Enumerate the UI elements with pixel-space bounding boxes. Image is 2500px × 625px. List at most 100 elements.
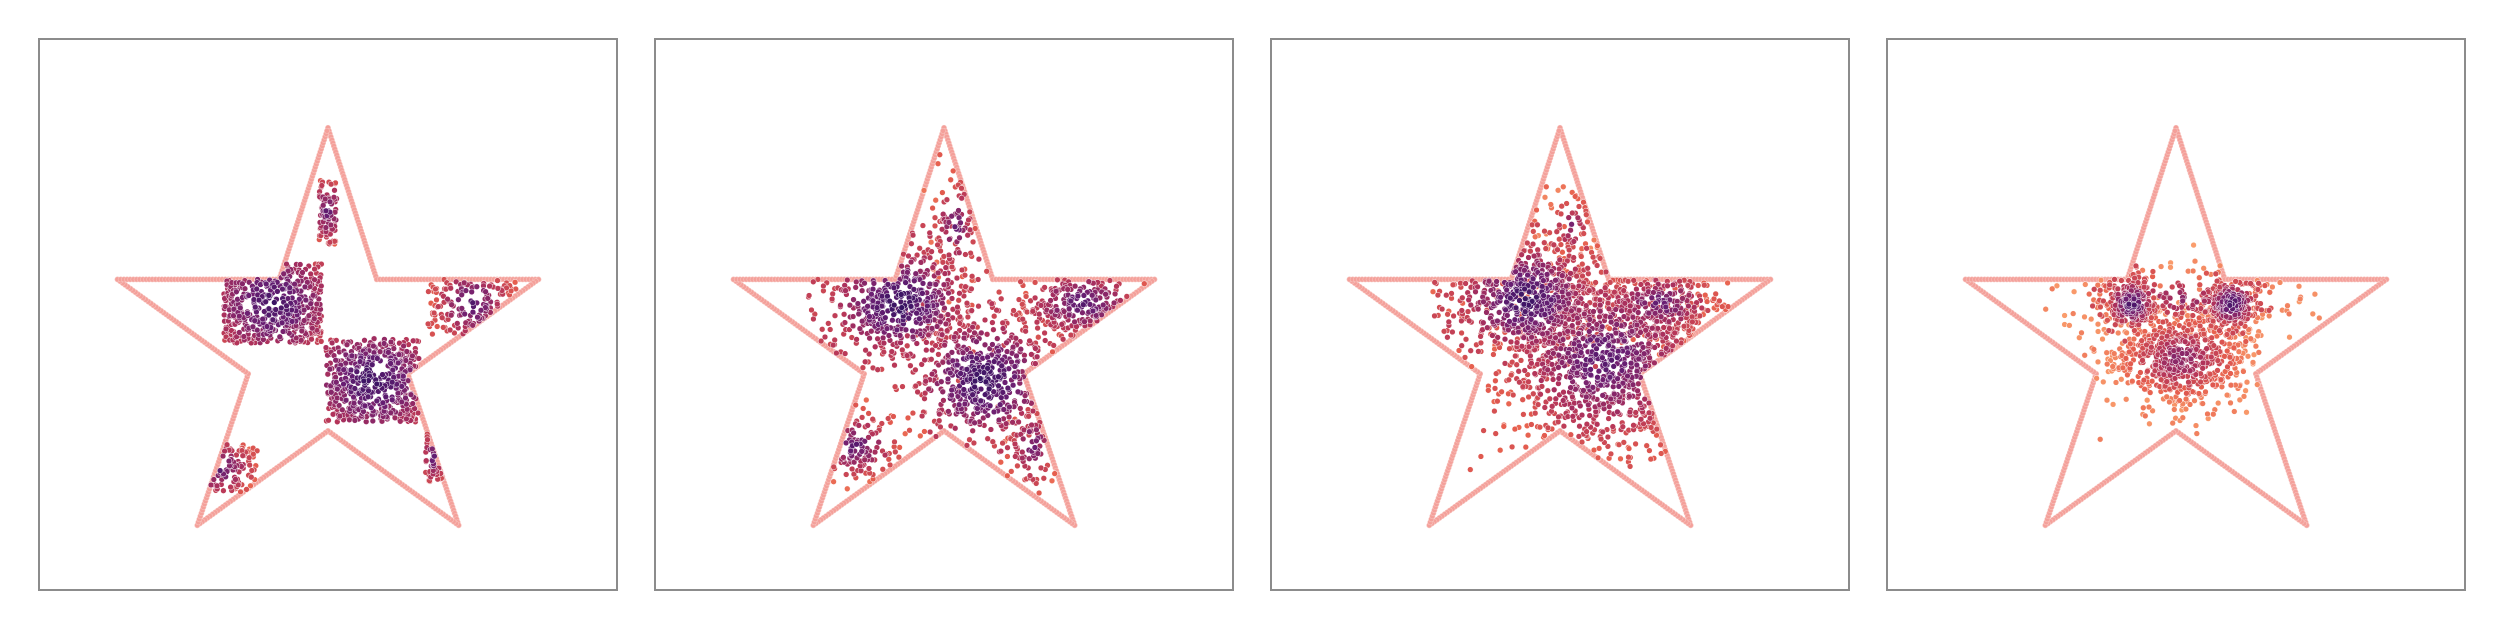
scatter-point — [904, 414, 912, 422]
scatter-point — [938, 226, 946, 233]
scatter-point — [909, 232, 917, 239]
scatter-point — [986, 385, 993, 393]
scatter-point — [945, 219, 953, 226]
scatter-point — [955, 297, 962, 304]
scatter-point — [1100, 301, 1107, 309]
scatter-point — [810, 278, 817, 285]
scatter-point — [991, 313, 998, 320]
scatter-point — [817, 337, 825, 345]
scatter-point — [940, 211, 947, 218]
scatter-point — [271, 283, 278, 291]
scatter-point — [1066, 305, 1073, 312]
scatter-point — [1533, 206, 1540, 214]
scatter-point — [237, 488, 244, 496]
scatter-point — [896, 444, 903, 451]
scatter-point — [959, 349, 967, 356]
scatter-point — [912, 366, 919, 374]
scatter-point — [977, 375, 984, 382]
scatter-point — [415, 355, 422, 362]
scatter-point — [945, 408, 952, 415]
scatter-point — [963, 300, 971, 307]
scatter-point — [407, 391, 415, 398]
sample-points — [1429, 183, 1732, 473]
scatter-point — [431, 453, 438, 460]
scatter-point — [272, 306, 279, 313]
scatter-point — [433, 296, 440, 304]
scatter-point — [933, 323, 941, 330]
scatter-point — [1032, 345, 1039, 352]
scatter-point — [280, 270, 287, 277]
scatter-point — [830, 478, 837, 485]
scatter-point — [999, 389, 1006, 396]
scatter-point — [852, 284, 859, 291]
scatter-point — [890, 284, 898, 291]
scatter-point — [1485, 387, 1492, 394]
scatter-point — [1544, 424, 1552, 431]
scatter-point — [1123, 293, 1130, 300]
scatter-point — [424, 320, 432, 328]
scatter-point — [911, 277, 918, 284]
scatter-point — [909, 409, 917, 417]
scatter-point — [929, 264, 936, 271]
scatter-point — [951, 333, 958, 341]
scatter-point — [240, 333, 247, 340]
scatter-point — [946, 236, 953, 243]
scatter-point — [288, 318, 296, 325]
scatter-point — [1724, 279, 1731, 287]
scatter-point — [1464, 308, 1472, 315]
scatter-point — [882, 314, 889, 321]
scatter-point — [336, 412, 344, 420]
scatter-point — [931, 222, 939, 230]
scatter-point — [995, 416, 1003, 424]
scatter-point — [1029, 407, 1037, 415]
scatter-point — [1080, 292, 1088, 299]
scatter-point — [935, 351, 942, 358]
scatter-point — [389, 396, 396, 403]
scatter-point — [259, 315, 266, 323]
scatter-point — [926, 280, 934, 288]
scatter-point — [928, 370, 936, 378]
scatter-point — [934, 160, 942, 167]
scatter-point — [841, 319, 849, 326]
scatter-point — [263, 323, 271, 330]
scatter-point — [333, 379, 340, 386]
scatter-point — [997, 401, 1004, 408]
scatter-point — [1632, 440, 1639, 448]
scatter-point — [1440, 328, 1448, 335]
scatter-point — [207, 481, 215, 489]
scatter-point — [971, 419, 978, 426]
scatter-point — [1604, 443, 1612, 450]
scatter-point — [957, 370, 964, 377]
scatter-point — [210, 476, 217, 483]
scatter-point — [1080, 301, 1087, 308]
scatter-point — [311, 276, 318, 283]
scatter-point — [346, 416, 353, 423]
scatter-point — [952, 425, 959, 432]
scatter-point — [245, 292, 252, 299]
scatter-point — [886, 297, 893, 305]
scatter-point — [865, 465, 873, 472]
scatter-point — [1017, 278, 1024, 285]
scatter-point — [957, 219, 964, 226]
scatter-point — [1578, 438, 1586, 446]
scatter-point — [1052, 288, 1060, 295]
scatter-point — [329, 411, 337, 418]
scatter-point — [374, 355, 381, 362]
scatter-point — [886, 461, 894, 469]
scatter-point — [1657, 441, 1664, 448]
scatter-point — [1067, 297, 1074, 305]
scatter-point — [858, 414, 866, 421]
scatter-point — [435, 303, 442, 310]
scatter-point — [390, 345, 397, 352]
scatter-point — [1607, 279, 1614, 286]
scatter-point — [1543, 183, 1550, 190]
scatter-point — [932, 433, 940, 440]
scatter-point — [865, 434, 872, 441]
scatter-point — [1592, 279, 1599, 286]
scatter-point — [929, 204, 936, 212]
scatter-point — [1626, 463, 1634, 470]
scatter-point — [944, 311, 952, 318]
scatter-point — [936, 417, 943, 424]
scatter-point — [1541, 194, 1549, 201]
scatter-point — [920, 187, 928, 194]
